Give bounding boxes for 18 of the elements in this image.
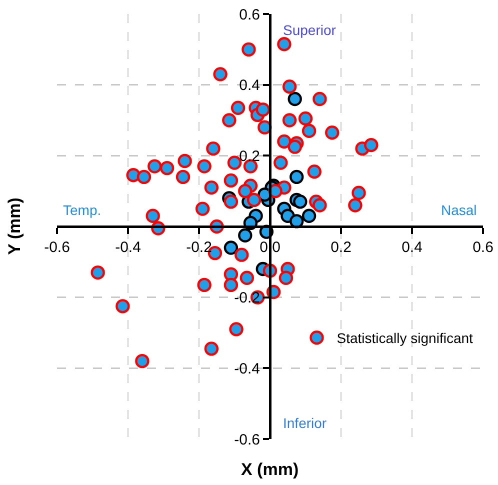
annotation: Temp. — [63, 202, 102, 218]
x-tick-label: -0.4 — [115, 239, 141, 256]
x-tick-label: 0.4 — [402, 239, 422, 256]
x-tick-label: 0.2 — [330, 239, 352, 256]
y-tick-label: 0.4 — [239, 77, 260, 94]
x-axis-title: X (mm) — [241, 460, 299, 479]
legend-label: Statistically significant — [336, 330, 474, 346]
x-tick-label: -0.6 — [44, 239, 70, 256]
y-tick-label: -0.4 — [234, 360, 260, 378]
y-tick-label: -0.6 — [234, 431, 260, 448]
x-tick-label: 0.6 — [472, 239, 494, 256]
x-tick-label: -0.2 — [186, 239, 212, 256]
annotation: Superior — [283, 22, 336, 38]
annotation: Inferior — [283, 415, 327, 431]
y-axis-title: Y (mm) — [4, 198, 24, 255]
y-tick-label: 0.2 — [239, 148, 260, 165]
annotation: Nasal — [441, 202, 477, 218]
y-tick-label: 0.6 — [239, 6, 260, 24]
